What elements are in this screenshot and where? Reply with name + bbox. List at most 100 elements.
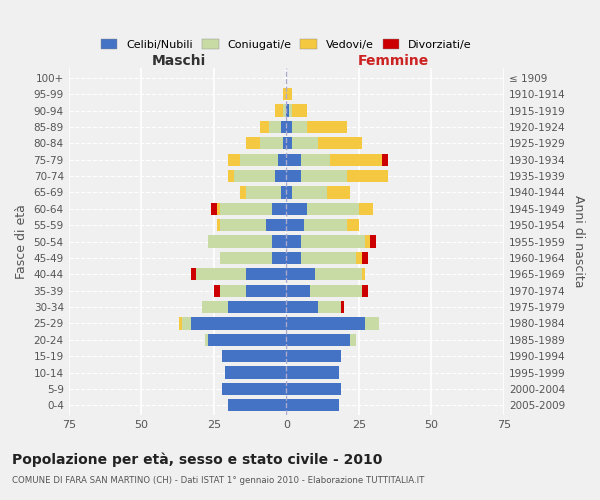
Text: Popolazione per età, sesso e stato civile - 2010: Popolazione per età, sesso e stato civil… xyxy=(12,452,382,467)
Bar xyxy=(275,170,286,182)
Bar xyxy=(286,121,292,133)
Bar xyxy=(228,399,286,411)
Bar xyxy=(286,268,316,280)
Bar xyxy=(292,186,327,198)
Bar xyxy=(269,121,281,133)
Bar xyxy=(286,170,301,182)
Bar xyxy=(286,301,318,313)
Bar xyxy=(223,383,286,395)
Bar xyxy=(370,236,376,248)
Bar xyxy=(362,284,368,297)
Bar xyxy=(260,121,269,133)
Bar xyxy=(281,186,286,198)
Bar xyxy=(182,318,191,330)
Bar xyxy=(191,318,286,330)
Legend: Celibi/Nubili, Coniugati/e, Vedovi/e, Divorziati/e: Celibi/Nubili, Coniugati/e, Vedovi/e, Di… xyxy=(101,39,472,50)
Y-axis label: Anni di nascita: Anni di nascita xyxy=(572,196,585,288)
Bar xyxy=(301,252,356,264)
Bar xyxy=(286,334,350,346)
Bar xyxy=(286,154,301,166)
Bar xyxy=(286,252,301,264)
Bar xyxy=(310,284,362,297)
Bar xyxy=(318,301,341,313)
Bar xyxy=(286,219,304,232)
Bar xyxy=(283,88,286,101)
Bar xyxy=(286,284,310,297)
Bar xyxy=(289,104,292,117)
Text: COMUNE DI FARA SAN MARTINO (CH) - Dati ISTAT 1° gennaio 2010 - Elaborazione TUTT: COMUNE DI FARA SAN MARTINO (CH) - Dati I… xyxy=(12,476,424,485)
Bar xyxy=(301,170,347,182)
Bar xyxy=(350,334,356,346)
Bar xyxy=(307,121,347,133)
Bar xyxy=(260,137,283,149)
Bar xyxy=(292,137,318,149)
Bar xyxy=(301,236,365,248)
Bar xyxy=(191,268,196,280)
Bar xyxy=(211,202,217,215)
Bar xyxy=(220,219,266,232)
Text: Maschi: Maschi xyxy=(152,54,206,68)
Bar xyxy=(286,383,341,395)
Text: Femmine: Femmine xyxy=(358,54,429,68)
Bar xyxy=(220,252,272,264)
Bar xyxy=(341,301,344,313)
Bar xyxy=(245,137,260,149)
Bar xyxy=(304,219,347,232)
Bar xyxy=(223,350,286,362)
Bar xyxy=(365,318,379,330)
Bar xyxy=(217,219,220,232)
Bar xyxy=(283,104,286,117)
Bar xyxy=(205,334,208,346)
Bar xyxy=(240,186,245,198)
Bar xyxy=(217,202,220,215)
Bar xyxy=(356,252,362,264)
Bar xyxy=(286,236,301,248)
Bar xyxy=(208,236,272,248)
Bar xyxy=(286,186,292,198)
Bar xyxy=(196,268,245,280)
Bar xyxy=(347,219,359,232)
Bar xyxy=(245,186,281,198)
Bar xyxy=(214,284,220,297)
Bar xyxy=(292,104,307,117)
Bar xyxy=(327,186,350,198)
Bar xyxy=(318,137,362,149)
Bar xyxy=(220,284,245,297)
Bar xyxy=(226,366,286,378)
Bar xyxy=(286,88,292,101)
Bar xyxy=(202,301,228,313)
Bar xyxy=(240,154,278,166)
Y-axis label: Fasce di età: Fasce di età xyxy=(15,204,28,279)
Bar xyxy=(208,334,286,346)
Bar xyxy=(286,399,338,411)
Bar xyxy=(286,202,307,215)
Bar xyxy=(234,170,275,182)
Bar xyxy=(228,154,240,166)
Bar xyxy=(272,202,286,215)
Bar xyxy=(301,154,330,166)
Bar xyxy=(281,121,286,133)
Bar xyxy=(272,236,286,248)
Bar xyxy=(382,154,388,166)
Bar xyxy=(286,366,338,378)
Bar xyxy=(359,202,373,215)
Bar xyxy=(347,170,388,182)
Bar xyxy=(275,104,283,117)
Bar xyxy=(362,268,365,280)
Bar xyxy=(245,284,286,297)
Bar xyxy=(228,301,286,313)
Bar xyxy=(286,350,341,362)
Bar xyxy=(245,268,286,280)
Bar xyxy=(307,202,359,215)
Bar xyxy=(330,154,382,166)
Bar xyxy=(362,252,368,264)
Bar xyxy=(266,219,286,232)
Bar xyxy=(286,104,289,117)
Bar xyxy=(316,268,362,280)
Bar xyxy=(283,137,286,149)
Bar xyxy=(286,137,292,149)
Bar xyxy=(228,170,234,182)
Bar xyxy=(278,154,286,166)
Bar xyxy=(220,202,272,215)
Bar xyxy=(179,318,182,330)
